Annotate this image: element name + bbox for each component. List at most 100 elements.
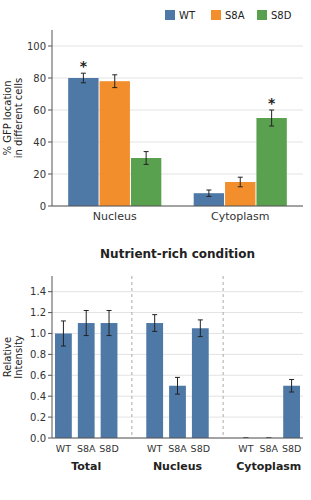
error-cap	[175, 394, 180, 395]
error-cap	[198, 336, 203, 337]
bar	[55, 333, 72, 438]
y-tick	[48, 46, 52, 47]
error-cap	[206, 196, 211, 197]
error-bar	[112, 75, 117, 88]
x-tick-label: S8A	[77, 443, 96, 454]
x-tick-label: S8A	[168, 443, 187, 454]
bar	[283, 386, 300, 438]
error-cap	[289, 392, 294, 393]
error-cap	[81, 82, 86, 83]
y-axis-label: % GFP locationin different cells	[2, 78, 24, 158]
y-tick-label: 0.0	[30, 433, 46, 444]
error-bar	[269, 110, 274, 126]
grid-line	[52, 438, 303, 439]
x-tick-label: S8D	[191, 443, 210, 454]
y-tick-label: 100	[27, 41, 46, 52]
text-line: Relative	[2, 337, 13, 377]
error-stem	[83, 73, 84, 83]
error-stem	[154, 315, 155, 332]
error-cap	[238, 177, 243, 178]
y-tick	[48, 333, 52, 334]
bar	[101, 323, 118, 438]
error-cap	[61, 346, 66, 347]
y-tick	[48, 417, 52, 418]
bar	[146, 323, 163, 438]
y-tick-label: 20	[33, 169, 46, 180]
legend-swatch	[257, 10, 267, 20]
y-tick	[48, 375, 52, 376]
error-stem	[271, 110, 272, 126]
bar	[100, 81, 130, 206]
error-bar	[81, 73, 86, 83]
background	[0, 0, 311, 500]
annotation: *	[268, 95, 276, 111]
error-cap	[61, 320, 66, 321]
error-stem	[177, 377, 178, 394]
legend: WTS8AS8D	[165, 10, 292, 21]
error-stem	[240, 177, 241, 187]
legend-label: WT	[179, 10, 196, 21]
error-stem	[86, 310, 87, 335]
error-stem	[63, 321, 64, 346]
error-bar	[206, 190, 211, 196]
error-cap	[112, 74, 117, 75]
bar	[131, 158, 161, 206]
error-bar	[61, 321, 66, 346]
error-bar	[198, 320, 203, 337]
legend-label: S8D	[271, 10, 292, 21]
y-tick	[48, 110, 52, 111]
bar	[192, 328, 209, 438]
error-cap	[238, 186, 243, 187]
grid-line	[52, 291, 303, 292]
error-stem	[291, 379, 292, 392]
x-tick-label: WT	[238, 443, 253, 454]
title: Nutrient-rich condition	[100, 247, 255, 261]
x-tick-label: S8D	[282, 443, 301, 454]
chart: 0.00.20.40.60.81.01.21.4RelativeIntensit…	[2, 247, 304, 473]
y-tick-label: 80	[33, 73, 46, 84]
chart: 020406080100% GFP locationin different c…	[2, 10, 304, 223]
group-label: Nucleus	[153, 460, 203, 473]
error-stem	[114, 75, 115, 88]
error-cap	[206, 190, 211, 191]
y-label-group: % GFP locationin different cells	[2, 78, 24, 158]
error-cap	[144, 151, 149, 152]
x-tick-label: S8D	[99, 443, 118, 454]
error-bar	[107, 310, 112, 335]
x-tick-label: Cytoplasm	[211, 210, 269, 223]
y-tick-label: 0	[40, 201, 46, 212]
error-cap	[289, 379, 294, 380]
bar	[256, 118, 286, 206]
y-tick-label: 0.6	[30, 370, 46, 381]
error-bar	[289, 379, 294, 392]
error-cap	[107, 335, 112, 336]
grid-line	[52, 312, 303, 313]
text-line: Intensity	[13, 335, 24, 379]
error-cap	[84, 310, 89, 311]
y-axis-label: RelativeIntensity	[2, 335, 24, 379]
y-tick	[48, 206, 52, 207]
y-label-group: RelativeIntensity	[2, 335, 24, 379]
error-stem	[146, 152, 147, 165]
y-tick	[48, 354, 52, 355]
group-divider	[223, 276, 224, 438]
y-tick-label: 0.4	[30, 391, 46, 402]
error-cap	[84, 335, 89, 336]
y-tick	[48, 438, 52, 439]
error-cap	[175, 377, 180, 378]
x-tick-label: S8A	[259, 443, 278, 454]
group-divider	[131, 276, 132, 438]
plot-area	[68, 73, 287, 206]
x-tick-label: Nucleus	[93, 210, 137, 223]
figure: 020406080100% GFP locationin different c…	[0, 0, 311, 500]
plot-area	[55, 310, 300, 438]
y-tick-label: 1.2	[30, 307, 46, 318]
error-cap	[152, 314, 157, 315]
y-tick	[48, 312, 52, 313]
error-cap	[144, 164, 149, 165]
group-label: Cytoplasm	[236, 460, 301, 473]
y-tick-label: 0.8	[30, 349, 46, 360]
bar	[68, 78, 98, 206]
x-tick-label: WT	[147, 443, 162, 454]
x-axis	[52, 438, 303, 439]
